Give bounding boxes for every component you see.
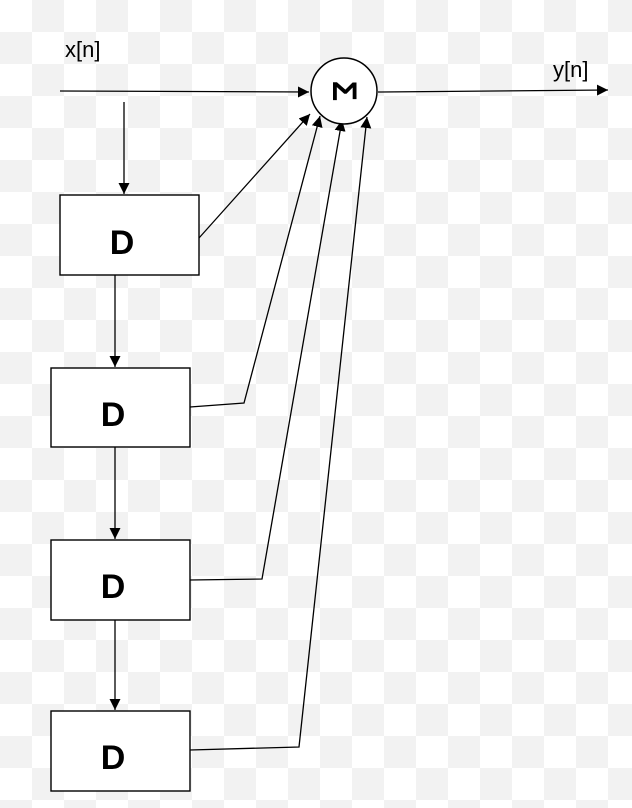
input-to-summer-arrow: [59, 86, 310, 98]
tap-2-to-summer-arrow: [189, 115, 323, 408]
output-arrow: [377, 84, 609, 96]
tap-1-to-summer-arrow: [198, 113, 311, 239]
delay-block-label: D: [101, 396, 126, 434]
delay-block-4: D: [50, 710, 191, 792]
tap-3-to-summer-arrow: [189, 119, 346, 581]
delay-block-3: D: [50, 539, 191, 621]
output-signal-label: y[n]: [553, 57, 588, 82]
tap-4-to-summer-arrow: [189, 116, 372, 751]
summation-symbol: Σ: [325, 81, 363, 101]
delay-block-label: D: [110, 224, 135, 262]
input-signal-label: x[n]: [65, 37, 100, 62]
delay-block-1: D: [59, 194, 200, 276]
delay-block-label: D: [101, 739, 126, 777]
summer-node: Σ: [310, 57, 378, 125]
delay-block-2: D: [50, 367, 191, 448]
delay-block-label: D: [101, 568, 126, 606]
